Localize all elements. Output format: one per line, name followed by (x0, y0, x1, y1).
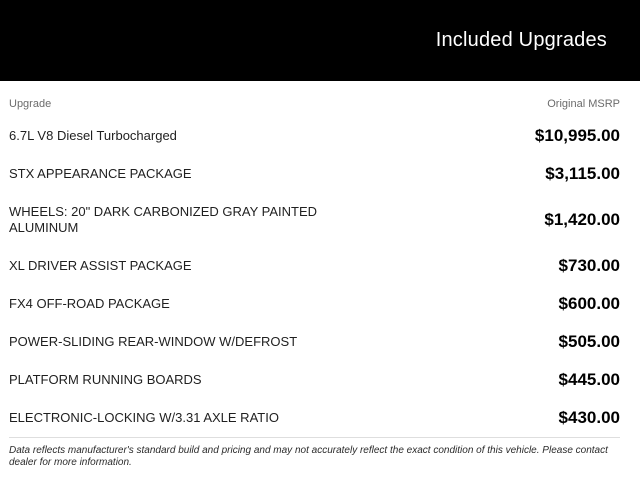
upgrade-price: $430.00 (558, 408, 620, 427)
upgrade-price: $3,115.00 (545, 164, 620, 183)
table-row: WHEELS: 20" DARK CARBONIZED GRAY PAINTED… (9, 193, 620, 247)
table-row: ELECTRONIC-LOCKING W/3.31 AXLE RATIO $43… (9, 399, 620, 437)
included-upgrades-panel: Included Upgrades Upgrade Original MSRP … (0, 0, 640, 469)
upgrade-name: XL DRIVER ASSIST PACKAGE (9, 258, 192, 273)
upgrades-table: Upgrade Original MSRP 6.7L V8 Diesel Tur… (0, 81, 640, 469)
upgrade-name: 6.7L V8 Diesel Turbocharged (9, 128, 177, 143)
upgrade-name: WHEELS: 20" DARK CARBONIZED GRAY PAINTED… (9, 204, 318, 235)
disclaimer-text: Data reflects manufacturer's standard bu… (9, 437, 620, 469)
upgrade-name: FX4 OFF-ROAD PACKAGE (9, 296, 170, 311)
column-header-original-msrp: Original MSRP (547, 98, 620, 110)
table-body: 6.7L V8 Diesel Turbocharged $10,995.00 S… (9, 117, 620, 437)
table-row: STX APPEARANCE PACKAGE $3,115.00 (9, 155, 620, 193)
section-title: Included Upgrades (435, 29, 607, 51)
table-column-headers: Upgrade Original MSRP (9, 81, 620, 117)
upgrade-price: $600.00 (558, 294, 620, 313)
upgrade-price: $1,420.00 (544, 210, 620, 229)
upgrade-name: ELECTRONIC-LOCKING W/3.31 AXLE RATIO (9, 410, 279, 425)
column-header-upgrade: Upgrade (9, 98, 52, 110)
table-row: FX4 OFF-ROAD PACKAGE $600.00 (9, 285, 620, 323)
upgrade-name: POWER-SLIDING REAR-WINDOW W/DEFROST (9, 334, 298, 349)
upgrade-price: $445.00 (558, 370, 620, 389)
upgrade-name: PLATFORM RUNNING BOARDS (9, 372, 202, 387)
upgrade-price: $730.00 (558, 256, 620, 275)
section-header: Included Upgrades (0, 0, 640, 81)
upgrade-price: $505.00 (558, 332, 620, 351)
table-row: XL DRIVER ASSIST PACKAGE $730.00 (9, 247, 620, 285)
table-row: 6.7L V8 Diesel Turbocharged $10,995.00 (9, 117, 620, 155)
upgrade-price: $10,995.00 (534, 126, 620, 145)
table-row: PLATFORM RUNNING BOARDS $445.00 (9, 361, 620, 399)
table-row: POWER-SLIDING REAR-WINDOW W/DEFROST $505… (9, 323, 620, 361)
upgrade-name: STX APPEARANCE PACKAGE (9, 166, 192, 181)
